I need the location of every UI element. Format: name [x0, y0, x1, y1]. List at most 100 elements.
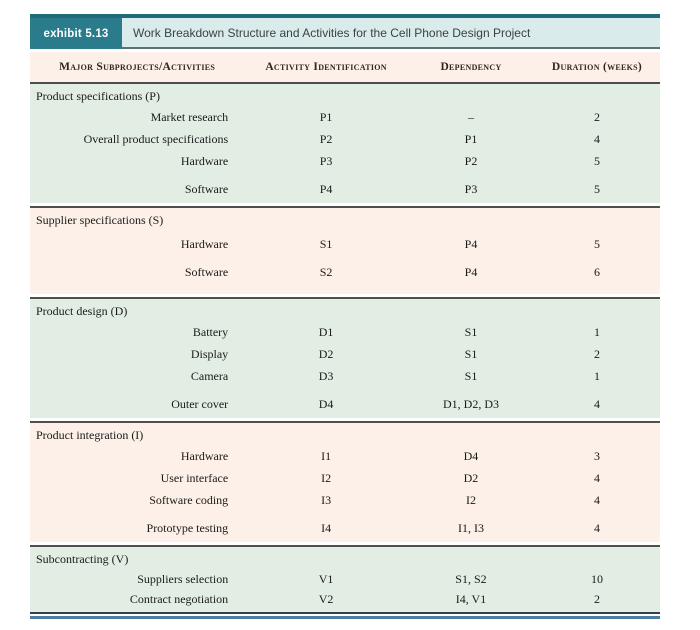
table-row: Software S2 P4 6: [30, 258, 660, 286]
cell-id: V2: [318, 592, 334, 606]
cell-id: S2: [319, 265, 333, 279]
cell-duration: 2: [593, 347, 600, 361]
cell-dependency: S1: [464, 325, 478, 339]
cell-dependency: P4: [464, 265, 478, 279]
column-header-activity-id: Activity Identification: [265, 61, 387, 73]
cell-activity: Hardware: [180, 154, 229, 168]
cell-duration: 1: [593, 325, 600, 339]
cell-id: P1: [319, 110, 333, 124]
cell-dependency: S1: [464, 347, 478, 361]
cell-activity: Market research: [150, 110, 229, 124]
cell-id: P3: [319, 154, 333, 168]
table-row: Hardware S1 P4 5: [30, 230, 660, 258]
cell-activity: Battery: [192, 325, 229, 339]
table-row: Battery D1 S1 1: [30, 321, 660, 343]
cell-duration: 5: [593, 154, 600, 168]
cell-dependency: –: [467, 110, 474, 124]
cell-activity: Software: [184, 265, 229, 279]
cell-dependency: D2: [463, 471, 479, 485]
table-row: Suppliers selection V1 S1, S2 10: [30, 569, 660, 589]
section-header: Subcontracting (V): [36, 552, 129, 566]
table-row: User interface I2 D2 4: [30, 467, 660, 489]
column-header-row: Major Subprojects/Activities Activity Id…: [30, 52, 660, 84]
cell-activity: Camera: [190, 369, 229, 383]
section-header: Product design (D): [36, 304, 128, 318]
table-bottom-rule: [30, 612, 660, 619]
section-header: Product integration (I): [36, 428, 144, 442]
cell-dependency: P4: [464, 237, 478, 251]
cell-activity: Suppliers selection: [137, 572, 229, 586]
cell-dependency: S1, S2: [455, 572, 487, 586]
cell-id: D1: [318, 325, 334, 339]
table-section: Product specifications (P) Market researc…: [30, 84, 660, 203]
cell-duration: 5: [593, 182, 600, 196]
table-row: Outer cover D4 D1, D2, D3 4: [30, 387, 660, 415]
table-row: Overall product specifications P2 P1 4: [30, 128, 660, 150]
cell-dependency: I4, V1: [455, 592, 487, 606]
cell-id: D4: [318, 397, 334, 411]
cell-dependency: P3: [464, 182, 478, 196]
section-header: Supplier specifications (S): [36, 213, 164, 227]
cell-duration: 5: [593, 237, 600, 251]
cell-id: P2: [319, 132, 333, 146]
cell-id: P4: [319, 182, 333, 196]
cell-activity: Prototype testing: [146, 521, 229, 535]
table-section: Subcontracting (V) Suppliers selection V1 S…: [30, 545, 660, 612]
exhibit-number-label: exhibit 5.13: [30, 18, 122, 49]
cell-duration: 4: [593, 493, 600, 507]
cell-duration: 1: [593, 369, 600, 383]
cell-id: V1: [318, 572, 334, 586]
cell-duration: 4: [593, 471, 600, 485]
table-section: Product integration (I) Hardware I1 D4 3 User…: [30, 421, 660, 542]
table-section: Product design (D) Battery D1 S1 1 Display D2 S…: [30, 297, 660, 418]
cell-dependency: P2: [464, 154, 478, 168]
cell-activity: Overall product specifications: [83, 132, 229, 146]
cell-dependency: P1: [464, 132, 478, 146]
cell-duration: 6: [593, 265, 600, 279]
cell-dependency: D1, D2, D3: [442, 397, 499, 411]
cell-activity: Hardware: [180, 449, 229, 463]
exhibit-table: exhibit 5.13 Work Breakdown Structure an…: [30, 14, 660, 619]
table-row: Display D2 S1 2: [30, 343, 660, 365]
column-header-subprojects: Major Subprojects/Activities: [59, 61, 216, 73]
cell-duration: 2: [593, 110, 600, 124]
cell-duration: 2: [593, 592, 600, 606]
table-row: Software P4 P3 5: [30, 172, 660, 200]
cell-activity: Software coding: [149, 493, 229, 507]
cell-id: D2: [318, 347, 334, 361]
wbs-table-body: Product specifications (P) Market researc…: [30, 84, 660, 612]
cell-dependency: I2: [465, 493, 476, 507]
cell-duration: 3: [593, 449, 600, 463]
cell-id: I3: [321, 493, 332, 507]
cell-activity: Software: [184, 182, 229, 196]
top-accent-bar: [30, 14, 660, 18]
cell-id: I2: [321, 471, 332, 485]
column-header-dependency: Dependency: [440, 61, 502, 73]
column-header-duration: Duration (weeks): [551, 61, 643, 73]
table-row: Software coding I3 I2 4: [30, 489, 660, 511]
section-header: Product specifications (P): [36, 89, 160, 103]
table-section: Supplier specifications (S) Hardware S1 P4 5…: [30, 206, 660, 294]
cell-duration: 10: [590, 572, 603, 586]
cell-activity: Display: [190, 347, 229, 361]
cell-activity: User interface: [160, 471, 229, 485]
cell-activity: Hardware: [180, 237, 229, 251]
cell-duration: 4: [593, 397, 600, 411]
table-row: Camera D3 S1 1: [30, 365, 660, 387]
cell-id: I4: [321, 521, 332, 535]
table-row: Market research P1 – 2: [30, 106, 660, 128]
table-row: Hardware P3 P2 5: [30, 150, 660, 172]
cell-dependency: I1, I3: [457, 521, 484, 535]
cell-id: D3: [318, 369, 334, 383]
table-row: Contract negotiation V2 I4, V1 2: [30, 589, 660, 609]
cell-duration: 4: [593, 132, 600, 146]
cell-activity: Outer cover: [171, 397, 229, 411]
table-row: Hardware I1 D4 3: [30, 445, 660, 467]
exhibit-title: Work Breakdown Structure and Activities …: [122, 18, 660, 49]
cell-duration: 4: [593, 521, 600, 535]
exhibit-header-band: exhibit 5.13 Work Breakdown Structure an…: [30, 18, 660, 49]
cell-activity: Contract negotiation: [129, 592, 229, 606]
table-row: Prototype testing I4 I1, I3 4: [30, 511, 660, 539]
cell-id: S1: [319, 237, 333, 251]
